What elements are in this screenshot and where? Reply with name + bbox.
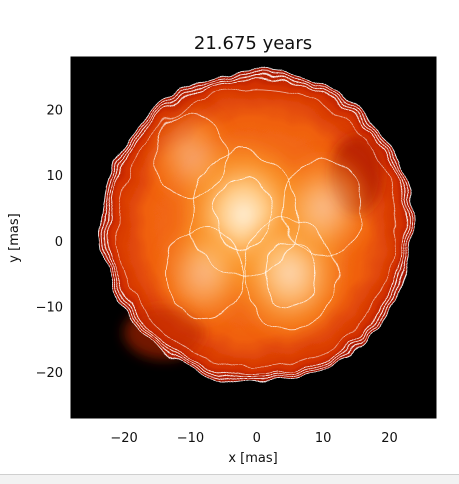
bright-feature — [145, 104, 235, 207]
chart-title: 21.675 years — [194, 33, 312, 54]
x-tick-label: 10 — [315, 431, 332, 446]
contour-lines — [100, 71, 414, 385]
y-tick-label: −10 — [36, 300, 63, 315]
bright-feature — [272, 149, 374, 266]
plot-frame — [70, 56, 437, 419]
contour-feature — [155, 113, 226, 198]
contour-feature-inner — [213, 176, 274, 253]
contour-edge — [108, 79, 406, 377]
contour-inner — [117, 87, 397, 368]
bright-feature — [155, 217, 253, 330]
contour-edge — [103, 73, 411, 382]
x-axis: −20 −10 0 10 20 — [110, 57, 398, 446]
y-tick-label: −20 — [36, 366, 63, 381]
window-bottom-strip — [0, 474, 459, 484]
x-tick-label: −20 — [110, 431, 137, 446]
contour-feature — [165, 227, 243, 320]
contour-edge — [100, 71, 414, 385]
contour-feature-inner — [264, 240, 317, 307]
x-tick-label: 20 — [381, 431, 398, 446]
y-tick-label: 20 — [46, 104, 63, 119]
x-axis-label: x [mas] — [228, 451, 277, 466]
contour-feature — [243, 217, 337, 330]
x-tick-label: 0 — [253, 431, 261, 446]
y-axis: −20 −10 0 10 20 — [36, 104, 436, 381]
x-tick-label: −10 — [177, 431, 204, 446]
image-disk — [100, 71, 413, 384]
y-axis-label: y [mas] — [7, 213, 22, 262]
contour-feature — [282, 159, 364, 257]
y-tick-label: 0 — [55, 235, 63, 250]
contour-edge — [105, 76, 408, 379]
y-tick-label: 10 — [46, 169, 63, 184]
chart: 21.675 years −20 −10 0 10 20 −20 −10 0 10 20 x [… — [7, 33, 437, 466]
